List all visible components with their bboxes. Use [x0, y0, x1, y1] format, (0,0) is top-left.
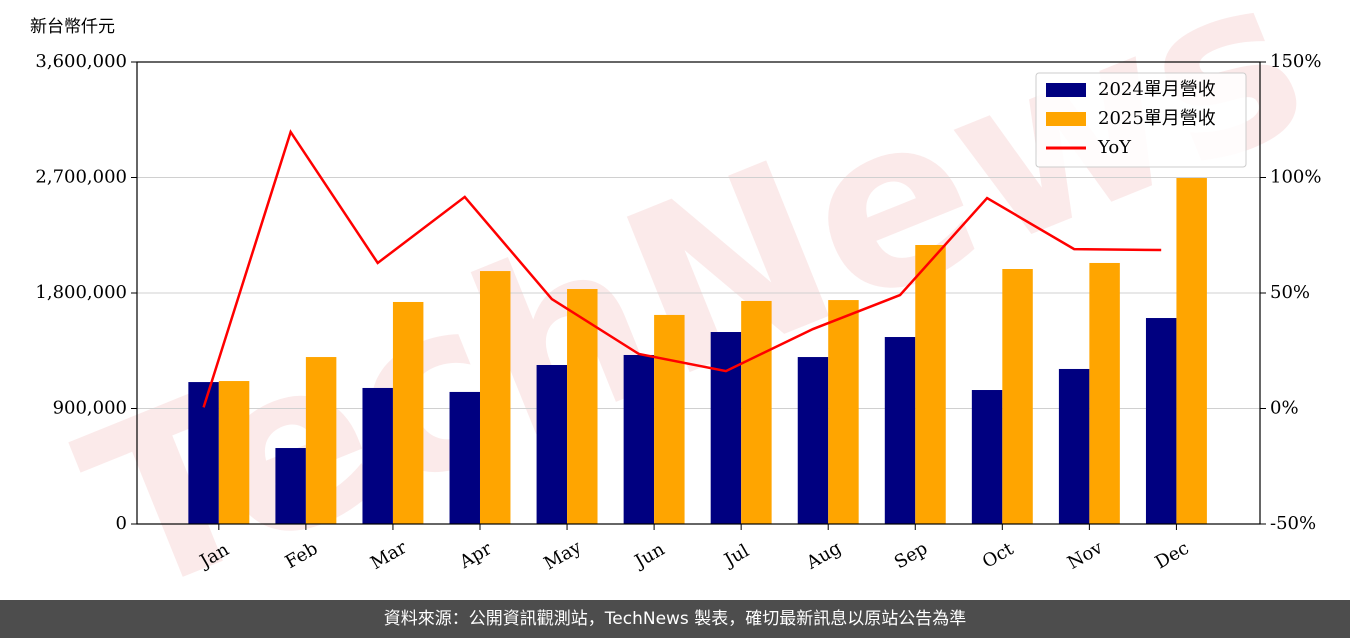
bar	[1002, 269, 1033, 524]
bar	[1058, 368, 1090, 524]
x-tick-label: Jul	[719, 540, 753, 572]
y2-tick-label: -50%	[1270, 513, 1316, 534]
x-tick-label: Oct	[979, 538, 1018, 573]
legend-swatch	[1046, 112, 1086, 126]
bar	[741, 300, 772, 524]
y-tick-label: 3,600,000	[35, 51, 127, 72]
yoy-line	[202, 129, 1162, 408]
x-tick-label: Jun	[630, 539, 669, 574]
bar	[654, 314, 685, 524]
y-tick-label: 2,700,000	[35, 167, 127, 188]
bar	[536, 364, 568, 524]
bar	[479, 271, 511, 524]
x-tick-label: Aug	[802, 537, 845, 574]
bar	[567, 289, 598, 524]
bar	[218, 381, 250, 524]
bar	[828, 300, 859, 524]
x-tick-label: Sep	[891, 538, 931, 573]
legend-label: YoY	[1097, 137, 1132, 158]
bar	[362, 387, 393, 524]
chart: 新台幣仟元 TechNews 0900,0001,800,0002,700,00…	[30, 0, 1338, 638]
bar	[710, 332, 742, 524]
y-unit-label: 新台幣仟元	[30, 17, 115, 37]
legend-label: 2024單月營收	[1098, 79, 1216, 100]
plot-frame	[136, 61, 1261, 525]
bar	[1145, 318, 1177, 524]
y-tick-label: 0	[116, 513, 127, 534]
bar	[305, 357, 337, 524]
y2-tick-label: 50%	[1270, 282, 1310, 303]
legend-box	[1035, 72, 1247, 168]
bar	[1176, 178, 1207, 524]
bar	[915, 245, 946, 524]
bar	[884, 337, 916, 524]
legend-swatch	[1046, 83, 1086, 97]
y-tick-label: 900,000	[53, 398, 127, 419]
y-tick-label: 1,800,000	[35, 282, 127, 303]
y2-tick-label: 100%	[1270, 167, 1321, 188]
bar	[623, 354, 655, 524]
bar	[797, 357, 829, 524]
x-tick-label: Dec	[1152, 538, 1193, 574]
footer: 資料來源：公開資訊觀測站，TechNews 製表，確切最新訊息以原站公告為準	[0, 600, 1350, 638]
legend-label: 2025單月營收	[1098, 108, 1216, 129]
x-tick-label: Nov	[1064, 537, 1107, 574]
bar	[971, 390, 1003, 524]
y2-tick-label: 150%	[1270, 51, 1321, 72]
y2-tick-label: 0%	[1270, 398, 1299, 419]
bar	[275, 448, 306, 524]
x-tick-label: May	[541, 536, 586, 574]
bar	[1089, 262, 1120, 524]
bar	[449, 391, 480, 524]
bar	[392, 301, 424, 524]
x-tick-label: Apr	[455, 538, 495, 573]
